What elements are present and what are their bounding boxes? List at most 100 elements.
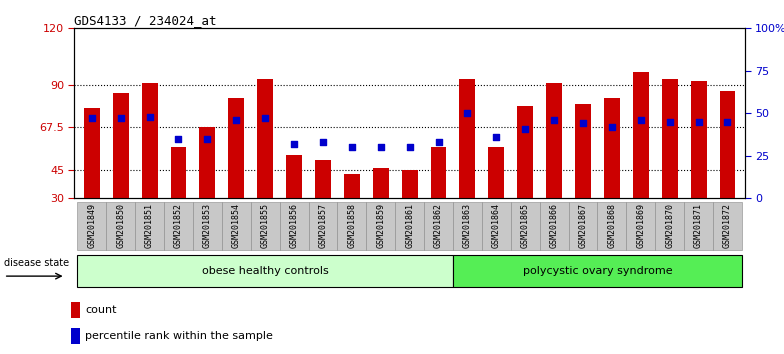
Bar: [546, 83, 562, 198]
Point: [259, 115, 271, 121]
Point: [577, 121, 590, 126]
Text: GSM201862: GSM201862: [434, 203, 443, 248]
Text: GSM201863: GSM201863: [463, 203, 472, 248]
Text: GSM201866: GSM201866: [550, 203, 559, 248]
Bar: [344, 174, 360, 198]
Text: count: count: [85, 305, 117, 315]
Bar: [401, 170, 418, 198]
Bar: [539, 201, 568, 250]
Point: [172, 136, 185, 142]
Text: GSM201850: GSM201850: [116, 203, 125, 248]
Bar: [366, 201, 395, 250]
Bar: [453, 201, 482, 250]
Bar: [684, 201, 713, 250]
Point: [634, 117, 647, 123]
Bar: [228, 98, 245, 198]
Text: GSM201864: GSM201864: [492, 203, 501, 248]
Bar: [424, 201, 453, 250]
Bar: [257, 79, 273, 198]
Point: [85, 115, 98, 121]
Text: GSM201861: GSM201861: [405, 203, 414, 248]
Bar: [280, 201, 309, 250]
Bar: [575, 104, 591, 198]
Bar: [430, 147, 446, 198]
Text: GSM201867: GSM201867: [579, 203, 587, 248]
Bar: [78, 201, 107, 250]
Bar: [164, 201, 193, 250]
Bar: [713, 201, 742, 250]
Bar: [459, 79, 475, 198]
Bar: [84, 108, 100, 198]
Text: obese healthy controls: obese healthy controls: [201, 266, 328, 276]
Text: GSM201852: GSM201852: [174, 203, 183, 248]
Point: [721, 119, 734, 125]
Text: GSM201855: GSM201855: [260, 203, 270, 248]
Bar: [517, 106, 533, 198]
Point: [230, 117, 242, 123]
Bar: [597, 201, 626, 250]
Point: [432, 139, 445, 145]
Bar: [286, 155, 302, 198]
Point: [692, 119, 705, 125]
Bar: [315, 160, 331, 198]
Text: GSM201853: GSM201853: [203, 203, 212, 248]
Point: [663, 119, 676, 125]
Bar: [604, 98, 620, 198]
Bar: [113, 92, 129, 198]
Bar: [309, 201, 337, 250]
Bar: [691, 81, 706, 198]
Bar: [373, 168, 389, 198]
Bar: [78, 255, 453, 287]
Bar: [626, 201, 655, 250]
Text: GSM201868: GSM201868: [608, 203, 616, 248]
Bar: [482, 201, 510, 250]
Bar: [568, 201, 597, 250]
Bar: [720, 91, 735, 198]
Bar: [171, 147, 187, 198]
Point: [201, 136, 214, 142]
Text: GSM201858: GSM201858: [347, 203, 357, 248]
Text: GSM201851: GSM201851: [145, 203, 154, 248]
Text: GSM201859: GSM201859: [376, 203, 385, 248]
Text: GSM201856: GSM201856: [289, 203, 299, 248]
Bar: [251, 201, 280, 250]
Text: GSM201857: GSM201857: [318, 203, 328, 248]
Text: GSM201870: GSM201870: [665, 203, 674, 248]
Bar: [71, 302, 80, 318]
Text: polycystic ovary syndrome: polycystic ovary syndrome: [523, 266, 672, 276]
Bar: [337, 201, 366, 250]
Point: [114, 115, 127, 121]
Bar: [142, 83, 158, 198]
Point: [346, 144, 358, 150]
Bar: [107, 201, 135, 250]
Bar: [71, 328, 80, 344]
Bar: [633, 72, 648, 198]
Bar: [453, 255, 742, 287]
Text: percentile rank within the sample: percentile rank within the sample: [85, 331, 274, 341]
Bar: [135, 201, 164, 250]
Point: [317, 139, 329, 145]
Bar: [395, 201, 424, 250]
Text: disease state: disease state: [4, 258, 69, 268]
Text: GSM201872: GSM201872: [723, 203, 732, 248]
Point: [461, 110, 474, 116]
Point: [403, 144, 416, 150]
Bar: [655, 201, 684, 250]
Point: [375, 144, 387, 150]
Bar: [488, 147, 504, 198]
Point: [143, 114, 156, 120]
Text: GDS4133 / 234024_at: GDS4133 / 234024_at: [74, 14, 217, 27]
Point: [490, 134, 503, 140]
Point: [288, 141, 300, 147]
Text: GSM201871: GSM201871: [694, 203, 703, 248]
Bar: [199, 127, 216, 198]
Text: GSM201869: GSM201869: [637, 203, 645, 248]
Point: [548, 117, 561, 123]
Bar: [662, 79, 677, 198]
Bar: [510, 201, 539, 250]
Point: [605, 124, 618, 130]
Text: GSM201854: GSM201854: [232, 203, 241, 248]
Text: GSM201849: GSM201849: [87, 203, 96, 248]
Text: GSM201865: GSM201865: [521, 203, 530, 248]
Bar: [222, 201, 251, 250]
